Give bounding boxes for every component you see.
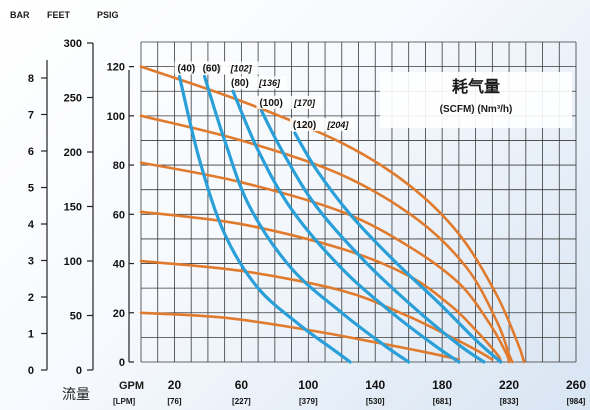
bar-tick-label: 2 <box>28 292 34 304</box>
x-tick-sublabel: [76] <box>167 397 182 406</box>
bar-tick-label: 7 <box>28 110 34 122</box>
air-label-scfm: (100) <box>259 98 282 109</box>
air-consumption-curve <box>293 131 503 364</box>
air-label-scfm: (60) <box>203 63 221 74</box>
bar-tick-label: 4 <box>28 219 35 231</box>
chart-subtitle: (SCFM) (Nm³/h) <box>440 104 513 115</box>
air-consumption-labels: (40)[68](60)[102](80)[136](100)[170](120… <box>174 61 356 132</box>
air-label-scfm: (40) <box>177 63 195 74</box>
x-tick-sublabel: [833] <box>500 397 519 406</box>
air-consumption-curve <box>177 74 352 364</box>
air-consumption-label: (60) [102] <box>199 61 259 75</box>
feet-tick-label: 100 <box>64 256 82 268</box>
air-label-nm3h: [136] <box>258 78 281 88</box>
air-consumption-curve <box>259 109 486 364</box>
pressure-curve <box>139 311 461 361</box>
bar-axis-header: BAR <box>10 10 30 20</box>
bar-tick-label: 0 <box>28 365 34 377</box>
x-tick-label: 180 <box>432 378 452 392</box>
air-consumption-label: (100) [170] <box>256 95 322 109</box>
feet-tick-label: 300 <box>64 38 82 50</box>
pressure-curve <box>139 114 514 364</box>
chart-title: 耗气量 <box>452 77 500 96</box>
x-tick-label: 220 <box>499 378 519 392</box>
psig-tick-label: 20 <box>113 308 125 320</box>
bar-tick-label: 1 <box>28 329 34 341</box>
air-label-background <box>199 61 259 75</box>
air-consumption-label: (120) [204] <box>289 118 356 132</box>
bar-tick-label: 8 <box>28 73 34 85</box>
psig-tick-label: 0 <box>119 357 125 369</box>
air-label-scfm: (120) <box>293 120 316 131</box>
psig-tick-label: 40 <box>113 259 125 271</box>
x-tick-sublabel: [379] <box>299 397 318 406</box>
psig-tick-label: 120 <box>107 62 125 74</box>
feet-tick-label: 200 <box>64 147 82 159</box>
x-tick-label: 60 <box>235 378 249 392</box>
psig-tick-label: 80 <box>113 160 125 172</box>
x-tick-sublabel: [227] <box>232 397 251 406</box>
feet-tick-label: 50 <box>70 311 82 323</box>
air-consumption-curve <box>231 89 461 364</box>
flow-axis-label: 流量 <box>62 386 90 402</box>
psig-tick-label: 60 <box>113 209 125 221</box>
feet-tick-label: 150 <box>64 202 82 214</box>
x-tick-sublabel: [530] <box>366 397 385 406</box>
feet-tick-label: 0 <box>76 365 82 377</box>
x-tick-label: 100 <box>298 378 318 392</box>
psig-tick-label: 100 <box>107 111 125 123</box>
lpm-unit: [LPM] <box>113 397 136 406</box>
air-label-background <box>256 95 322 109</box>
air-consumption-curves <box>177 74 503 364</box>
x-tick-sublabel: [681] <box>433 397 452 406</box>
bar-tick-label: 3 <box>28 256 34 268</box>
air-label-nm3h: [170] <box>293 98 316 108</box>
air-label-background <box>289 118 356 132</box>
gpm-unit: GPM <box>119 380 144 392</box>
air-consumption-curve <box>203 74 411 364</box>
bar-tick-label: 5 <box>28 183 34 195</box>
axes: 0 20 40 60 80 100 120 0 50 100 150 200 250 300 0 1 2 3 4 5 6… <box>28 38 586 406</box>
air-label-scfm: (80) <box>231 78 249 89</box>
air-label-nm3h: [102] <box>230 63 253 73</box>
pressure-curve <box>139 161 511 364</box>
air-consumption-label: (80) [136] <box>228 76 288 90</box>
x-tick-label: 20 <box>168 378 182 392</box>
x-tick-label: 140 <box>365 378 385 392</box>
pressure-curve <box>139 259 494 361</box>
feet-axis-header: FEET <box>47 10 71 20</box>
psig-axis-header: PSIG <box>97 10 119 20</box>
bar-tick-label: 6 <box>28 146 34 158</box>
air-label-nm3h: [204] <box>326 120 349 130</box>
pressure-curve <box>139 65 526 364</box>
feet-tick-label: 250 <box>64 93 82 105</box>
x-tick-label: 260 <box>566 378 586 392</box>
title-box <box>380 72 572 128</box>
x-tick-sublabel: [984] <box>567 397 586 406</box>
air-label-background <box>228 76 288 90</box>
